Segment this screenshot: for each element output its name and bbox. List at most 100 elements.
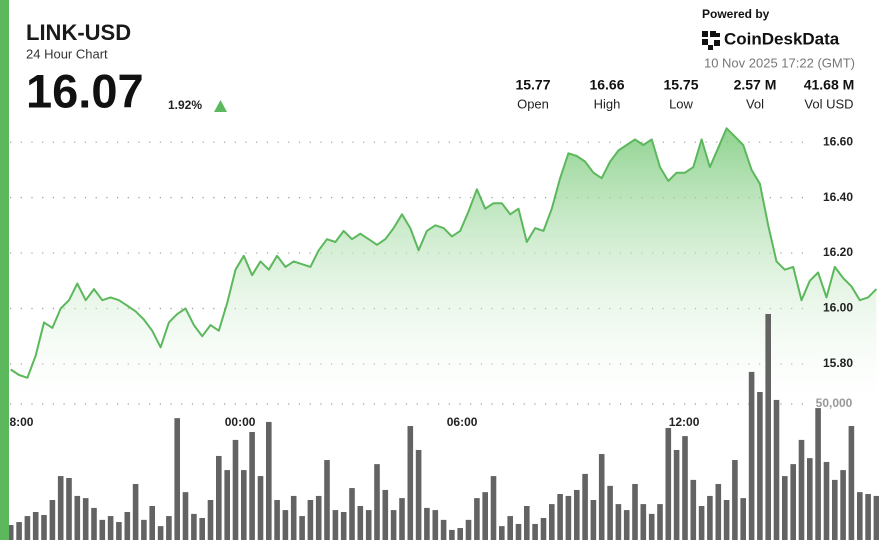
volume-bar bbox=[515, 523, 522, 540]
brand: CoinDeskData bbox=[724, 29, 840, 48]
stat-label: High bbox=[594, 96, 621, 111]
volume-bar bbox=[382, 489, 389, 540]
volume-bar bbox=[565, 495, 572, 540]
x-tick-label: 18:00 bbox=[3, 415, 34, 429]
volume-bar bbox=[207, 500, 214, 540]
brand-logo bbox=[702, 31, 720, 50]
volume-bar bbox=[182, 492, 189, 540]
volume-bar bbox=[191, 513, 197, 540]
volume-bar bbox=[49, 500, 56, 540]
volume-bar bbox=[532, 523, 538, 540]
period: 24 Hour Chart bbox=[26, 46, 108, 61]
stat-value: 15.77 bbox=[515, 77, 550, 93]
volume-bar bbox=[407, 426, 414, 540]
stat-label: Low bbox=[669, 96, 693, 111]
volume-bar bbox=[16, 522, 22, 540]
volume-bar bbox=[757, 392, 763, 540]
volume-bar bbox=[107, 516, 114, 540]
volume-bar bbox=[807, 458, 813, 540]
y-tick-label: 16.20 bbox=[823, 245, 853, 259]
volume-bar bbox=[324, 460, 330, 540]
volume-bar bbox=[607, 485, 613, 540]
volume-bar bbox=[457, 528, 463, 540]
volume-bar bbox=[315, 495, 322, 540]
volume-bar bbox=[357, 506, 364, 540]
volume-bar bbox=[299, 516, 305, 540]
volume-bar bbox=[424, 507, 430, 540]
volume-bar bbox=[499, 526, 505, 540]
price: 16.07 bbox=[26, 64, 144, 117]
volume-bar bbox=[141, 519, 147, 540]
volume-bar bbox=[732, 460, 738, 540]
y2-tick-label: 50,000 bbox=[816, 396, 853, 410]
volume-bar bbox=[857, 492, 863, 540]
change: 1.92% bbox=[168, 98, 202, 112]
volume-bar bbox=[549, 504, 555, 540]
volume-bar bbox=[698, 506, 705, 540]
volume-bar bbox=[449, 529, 455, 540]
volume-bar bbox=[682, 436, 688, 540]
volume-bar bbox=[798, 439, 805, 540]
volume-bar bbox=[124, 511, 131, 540]
stat-label: Vol bbox=[746, 96, 764, 111]
volume-bar bbox=[640, 504, 647, 540]
volume-bar bbox=[465, 519, 472, 540]
price-line bbox=[10, 127, 878, 379]
volume-bar bbox=[241, 470, 247, 540]
volume-bar bbox=[865, 494, 871, 540]
timestamp: 10 Nov 2025 17:22 (GMT) bbox=[704, 55, 855, 70]
stat-value: 2.57 M bbox=[734, 77, 777, 93]
volume-bar bbox=[32, 511, 39, 540]
volume-bar bbox=[482, 492, 488, 540]
stat-value: 41.68 M bbox=[804, 77, 855, 93]
volume-bar bbox=[132, 483, 139, 540]
volume-bar bbox=[166, 516, 172, 540]
volume-bar bbox=[823, 461, 830, 540]
volume-bar bbox=[673, 449, 680, 540]
volume-bar bbox=[232, 439, 239, 540]
stats: 15.77 Open 16.66 High 15.75 Low 2.57 M V… bbox=[515, 77, 854, 112]
volume-bar bbox=[440, 519, 447, 540]
volume-bar bbox=[374, 464, 380, 540]
volume-bar bbox=[690, 479, 697, 540]
volume-bar bbox=[748, 371, 755, 540]
volume-bar bbox=[557, 494, 563, 540]
volume-bar bbox=[782, 476, 788, 540]
volume-bar bbox=[790, 464, 796, 540]
volume-bar bbox=[474, 498, 480, 540]
volume-bar bbox=[648, 513, 655, 540]
accent-stripe bbox=[0, 0, 9, 540]
volume-bar bbox=[623, 510, 630, 540]
volume-bar bbox=[307, 500, 314, 540]
volume-bar bbox=[598, 454, 605, 540]
volume-bar bbox=[632, 483, 638, 540]
up-arrow bbox=[214, 100, 227, 112]
volume-bar bbox=[349, 488, 355, 540]
volume-bar bbox=[91, 507, 97, 540]
volume-bar bbox=[848, 426, 855, 540]
volume-bar bbox=[490, 476, 497, 540]
x-tick-label: 12:00 bbox=[669, 415, 700, 429]
stat-label: Vol USD bbox=[804, 96, 853, 111]
volume-bar bbox=[665, 427, 672, 540]
stat-value: 15.75 bbox=[663, 77, 698, 93]
volume-bar bbox=[574, 489, 580, 540]
y-tick-label: 15.80 bbox=[823, 356, 853, 370]
volume-bar bbox=[116, 522, 122, 540]
powered-by: Powered by bbox=[702, 7, 770, 21]
volume-bar bbox=[157, 526, 164, 540]
volume-bar bbox=[274, 500, 280, 540]
volume-bar bbox=[82, 498, 89, 540]
volume-bar bbox=[432, 510, 439, 540]
volume-bar bbox=[57, 476, 64, 540]
y-tick-label: 16.60 bbox=[823, 134, 853, 148]
stat-label: Open bbox=[517, 96, 549, 111]
volume-bar bbox=[815, 408, 821, 540]
volume-bar bbox=[224, 470, 230, 540]
x-tick-label: 00:00 bbox=[225, 415, 256, 429]
volume-bar bbox=[282, 510, 289, 540]
volume-bar bbox=[524, 506, 530, 540]
volume-bar bbox=[390, 510, 397, 540]
stat-value: 16.66 bbox=[589, 77, 624, 93]
